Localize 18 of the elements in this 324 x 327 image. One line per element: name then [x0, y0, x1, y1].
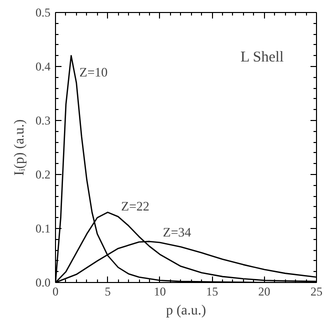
annotation: L Shell	[240, 50, 284, 66]
y-axis-title: Iᵢ(p) (a.u.)	[12, 119, 28, 176]
y-tick-label: 0.3	[36, 114, 50, 128]
series-label: Z=34	[162, 224, 192, 240]
y-tick-label: 0.4	[36, 60, 50, 74]
series-label: Z=22	[121, 198, 150, 214]
legend-label: Z=10	[79, 64, 108, 80]
x-tick-label: 10	[154, 284, 166, 298]
x-tick-label: 20	[258, 284, 270, 298]
x-tick-label: 25	[310, 284, 322, 298]
y-tick-label: 0.2	[36, 168, 50, 182]
x-tick-label: 5	[104, 284, 111, 298]
y-tick-label: 0.1	[36, 222, 50, 236]
y-tick-label: 0.5	[36, 6, 50, 20]
x-tick-label: 0	[52, 284, 58, 298]
x-tick-label: 15	[206, 284, 218, 298]
y-tick-label: 0.0	[36, 276, 50, 290]
x-axis-title: p (a.u.)	[166, 304, 206, 318]
